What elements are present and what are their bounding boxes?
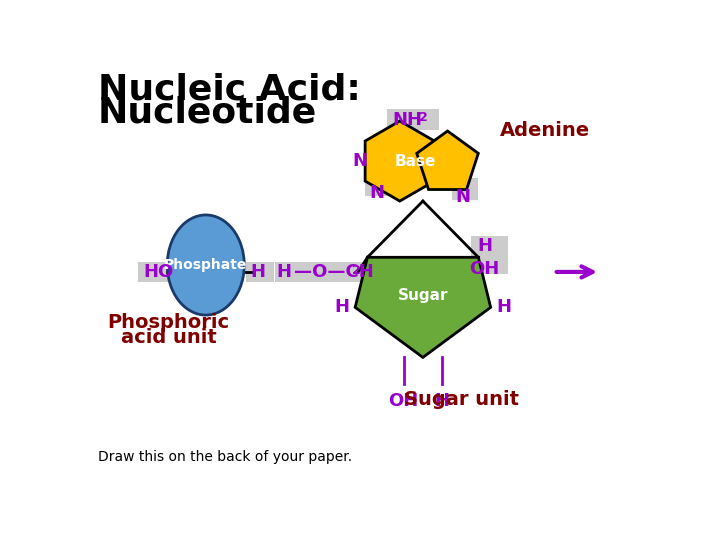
- Text: Phosphoric: Phosphoric: [108, 313, 230, 332]
- Text: H: H: [334, 298, 349, 316]
- Text: H: H: [435, 392, 450, 410]
- Text: N: N: [369, 184, 384, 202]
- Text: N: N: [456, 188, 470, 206]
- Text: Draw this on the back of your paper.: Draw this on the back of your paper.: [98, 450, 352, 464]
- Text: Nucleotide: Nucleotide: [98, 96, 318, 130]
- Polygon shape: [365, 121, 434, 201]
- Text: N: N: [352, 152, 367, 170]
- FancyBboxPatch shape: [471, 236, 508, 274]
- Text: Base: Base: [395, 153, 436, 168]
- FancyBboxPatch shape: [452, 178, 478, 200]
- Text: HO: HO: [143, 263, 173, 281]
- Text: Nucleic Acid:: Nucleic Acid:: [98, 72, 361, 106]
- FancyBboxPatch shape: [246, 262, 274, 282]
- Text: Sugar: Sugar: [397, 288, 448, 303]
- FancyBboxPatch shape: [387, 109, 439, 130]
- FancyBboxPatch shape: [186, 239, 226, 259]
- Text: H: H: [276, 263, 292, 281]
- Text: H: H: [477, 237, 492, 255]
- Text: OH: OH: [389, 392, 419, 410]
- Text: OH: OH: [469, 260, 500, 278]
- FancyBboxPatch shape: [365, 174, 392, 195]
- Text: Phosphate: Phosphate: [164, 258, 248, 272]
- Ellipse shape: [167, 215, 244, 315]
- Text: Adenine: Adenine: [500, 121, 590, 140]
- Text: Sugar unit: Sugar unit: [404, 390, 519, 409]
- Text: —O—CH: —O—CH: [294, 263, 373, 281]
- Polygon shape: [417, 131, 478, 190]
- Text: H: H: [497, 298, 512, 316]
- FancyBboxPatch shape: [138, 262, 178, 282]
- Text: acid unit: acid unit: [121, 328, 217, 347]
- Polygon shape: [355, 257, 490, 357]
- Text: H: H: [251, 263, 266, 281]
- FancyBboxPatch shape: [275, 262, 375, 282]
- Text: NH: NH: [392, 111, 422, 129]
- Text: 2: 2: [419, 111, 428, 124]
- Text: 2: 2: [352, 264, 361, 276]
